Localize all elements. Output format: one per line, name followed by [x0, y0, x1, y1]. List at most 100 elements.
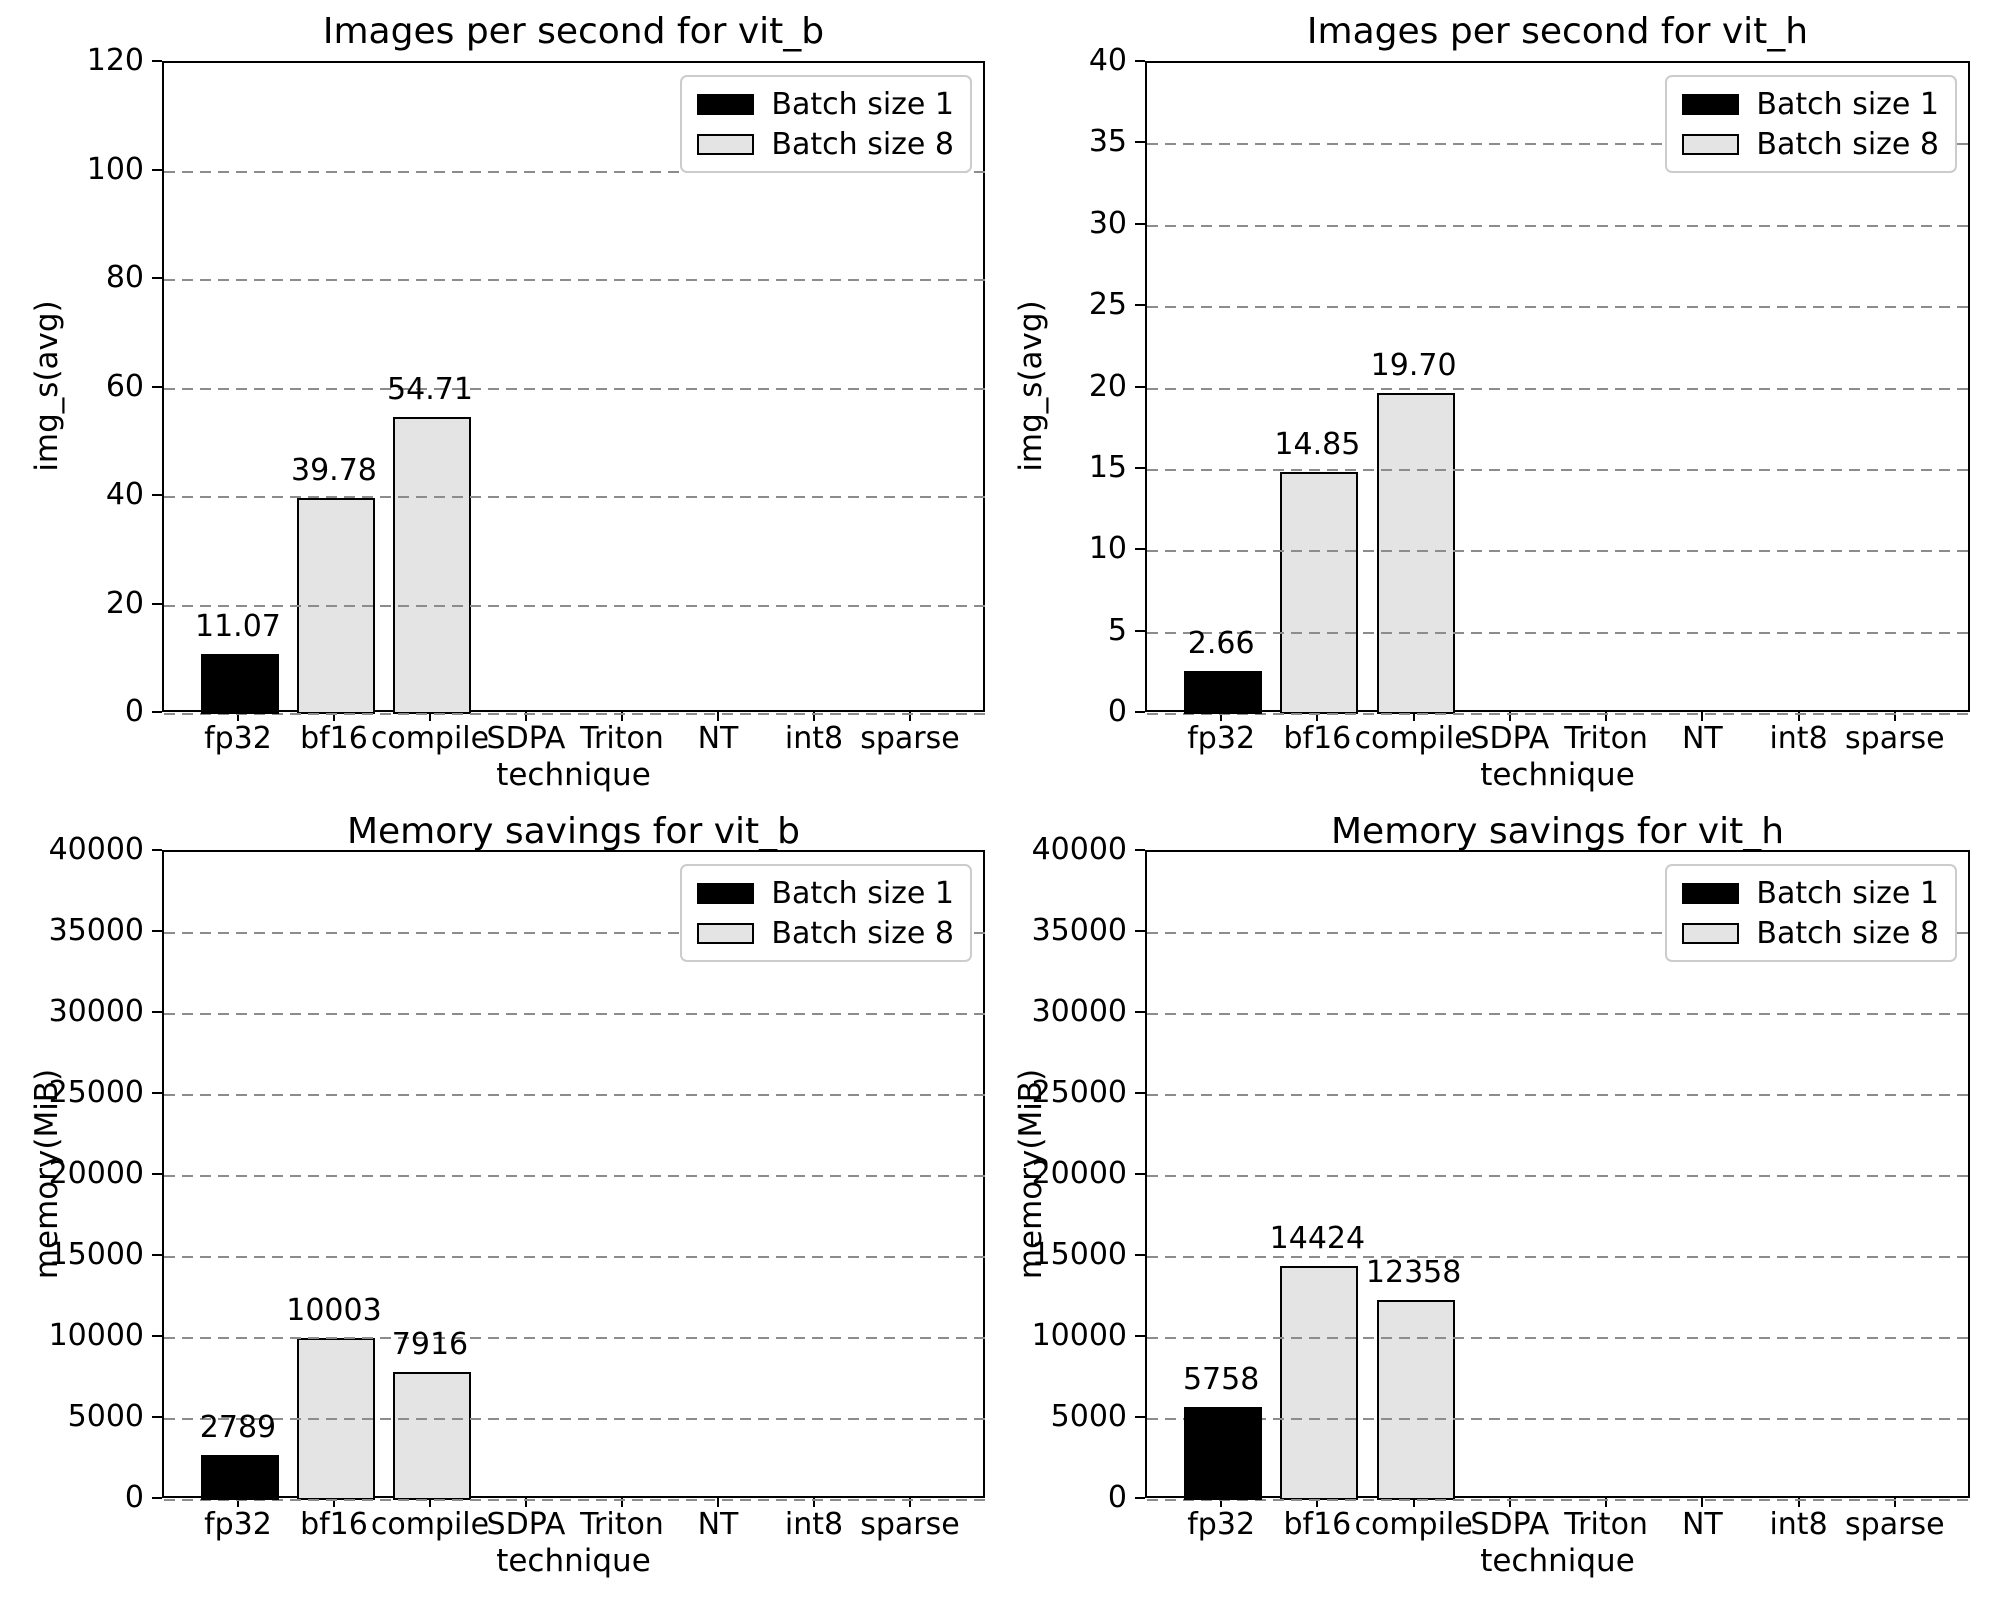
y-tick — [1135, 1254, 1145, 1256]
y-tick — [152, 494, 162, 496]
x-tick — [1797, 712, 1800, 721]
y-tick — [152, 1011, 162, 1013]
x-tick — [1220, 712, 1223, 721]
subplot-memory-savings-vit_b: Memory savings for vit_b memory(MiB) tec… — [0, 800, 1000, 1600]
y-tick-label: 100 — [86, 151, 144, 187]
y-tick-label: 15000 — [48, 1237, 144, 1272]
x-tick — [1316, 1498, 1319, 1507]
x-tick-label: sparse — [1845, 721, 1945, 756]
x-tick — [1605, 1498, 1608, 1507]
y-tick-label: 15 — [1088, 449, 1127, 485]
y-tick-label: 120 — [86, 43, 144, 78]
y-tick — [1135, 385, 1145, 388]
x-tick-label: int8 — [1769, 1507, 1828, 1542]
y-tick-label: 30000 — [1031, 994, 1127, 1029]
y-tick — [152, 277, 162, 279]
y-tick — [1135, 711, 1145, 713]
gridline-y-20000 — [164, 1175, 985, 1177]
gridline-y-100 — [164, 170, 985, 173]
x-tick — [1316, 712, 1319, 721]
bar-bf16 — [1280, 472, 1359, 714]
legend: Batch size 1 Batch size 8 — [680, 75, 972, 173]
y-tick-label: 10 — [1088, 531, 1127, 567]
bar-value-label-bf16: 14.85 — [1274, 427, 1361, 462]
bar-value-label-bf16: 39.78 — [291, 453, 377, 488]
x-axis-label: technique — [1480, 757, 1635, 793]
x-tick-label: SDPA — [1470, 721, 1550, 756]
bar-fp32 — [1184, 671, 1263, 714]
legend-patch — [1682, 93, 1740, 115]
x-tick-label: SDPA — [486, 1507, 566, 1542]
x-tick-label: compile — [1354, 1507, 1473, 1542]
gridline-y-30000 — [164, 1013, 985, 1015]
chart-title: Memory savings for vit_h — [1330, 811, 1785, 852]
x-tick-label: SDPA — [486, 721, 566, 756]
x-tick-label: fp32 — [1187, 1507, 1256, 1542]
x-tick — [1412, 712, 1415, 721]
y-tick — [1135, 1011, 1145, 1013]
gridline-y-35000 — [1147, 932, 1970, 934]
legend-patch — [697, 882, 755, 904]
x-tick — [620, 1498, 623, 1507]
y-tick-label: 0 — [124, 694, 144, 729]
y-tick — [152, 1416, 162, 1418]
x-tick-label: compile — [370, 721, 490, 756]
bar-fp32 — [1184, 1407, 1263, 1500]
legend-patch — [1682, 882, 1740, 904]
x-tick-label: int8 — [1769, 721, 1828, 756]
x-tick-label: fp32 — [204, 1507, 272, 1542]
gridline-y-0 — [1147, 1499, 1970, 1501]
x-axis-label: technique — [496, 1543, 651, 1579]
y-tick — [1135, 849, 1145, 851]
x-axis-label: technique — [496, 757, 651, 793]
y-tick — [1135, 1092, 1145, 1094]
gridline-y-35000 — [164, 932, 985, 934]
x-tick-label: fp32 — [204, 721, 272, 756]
subplot-memory-savings-vit_h: Memory savings for vit_h memory(MiB) tec… — [1000, 800, 2000, 1600]
gridline-y-10000 — [1147, 1337, 1970, 1339]
legend-label: Batch size 1 — [1756, 875, 1939, 911]
legend-entry: Batch size 1 — [1682, 84, 1939, 124]
gridline-y-35 — [1147, 143, 1970, 146]
y-tick — [1135, 60, 1145, 62]
y-tick-label: 5000 — [67, 1399, 144, 1434]
x-tick-label: NT — [697, 721, 739, 756]
x-tick-label: sparse — [1845, 1507, 1945, 1542]
legend: Batch size 1 Batch size 8 — [680, 864, 972, 962]
legend-patch — [1682, 133, 1740, 155]
y-tick-label: 80 — [105, 260, 144, 295]
gridline-y-15000 — [1147, 1256, 1970, 1258]
x-tick — [1701, 712, 1704, 721]
y-tick-label: 0 — [1107, 694, 1127, 729]
x-tick — [716, 712, 719, 721]
bar-value-label-bf16: 10003 — [286, 1293, 382, 1328]
y-tick-label: 10000 — [1031, 1318, 1127, 1353]
x-tick — [812, 1498, 815, 1507]
y-tick-label: 35000 — [48, 913, 144, 948]
bar-value-label-fp32: 2789 — [199, 1410, 277, 1445]
x-tick-label: sparse — [860, 721, 960, 756]
x-tick — [524, 1498, 527, 1507]
chart-title: Memory savings for vit_b — [346, 811, 801, 852]
gridline-y-5 — [1147, 631, 1970, 634]
x-axis-label: technique — [1480, 1543, 1635, 1579]
x-tick — [620, 712, 623, 721]
bar-compile — [392, 1372, 471, 1500]
y-tick — [1135, 1416, 1145, 1418]
y-tick — [152, 602, 162, 605]
y-tick — [152, 1254, 162, 1256]
y-tick — [1135, 629, 1145, 632]
y-tick-label: 40000 — [48, 832, 144, 867]
x-tick-label: fp32 — [1187, 721, 1256, 756]
bar-value-label-fp32: 11.07 — [195, 609, 281, 644]
x-tick-label: sparse — [860, 1507, 960, 1542]
x-tick — [1412, 1498, 1415, 1507]
bar-value-label-compile: 19.70 — [1370, 348, 1457, 383]
x-tick-label: NT — [1681, 721, 1723, 756]
gridline-y-20 — [164, 604, 985, 607]
gridline-y-20 — [1147, 387, 1970, 390]
gridline-y-0 — [164, 1499, 985, 1501]
bar-compile — [1376, 393, 1455, 714]
legend-label: Batch size 1 — [771, 86, 954, 122]
y-tick — [152, 168, 162, 171]
